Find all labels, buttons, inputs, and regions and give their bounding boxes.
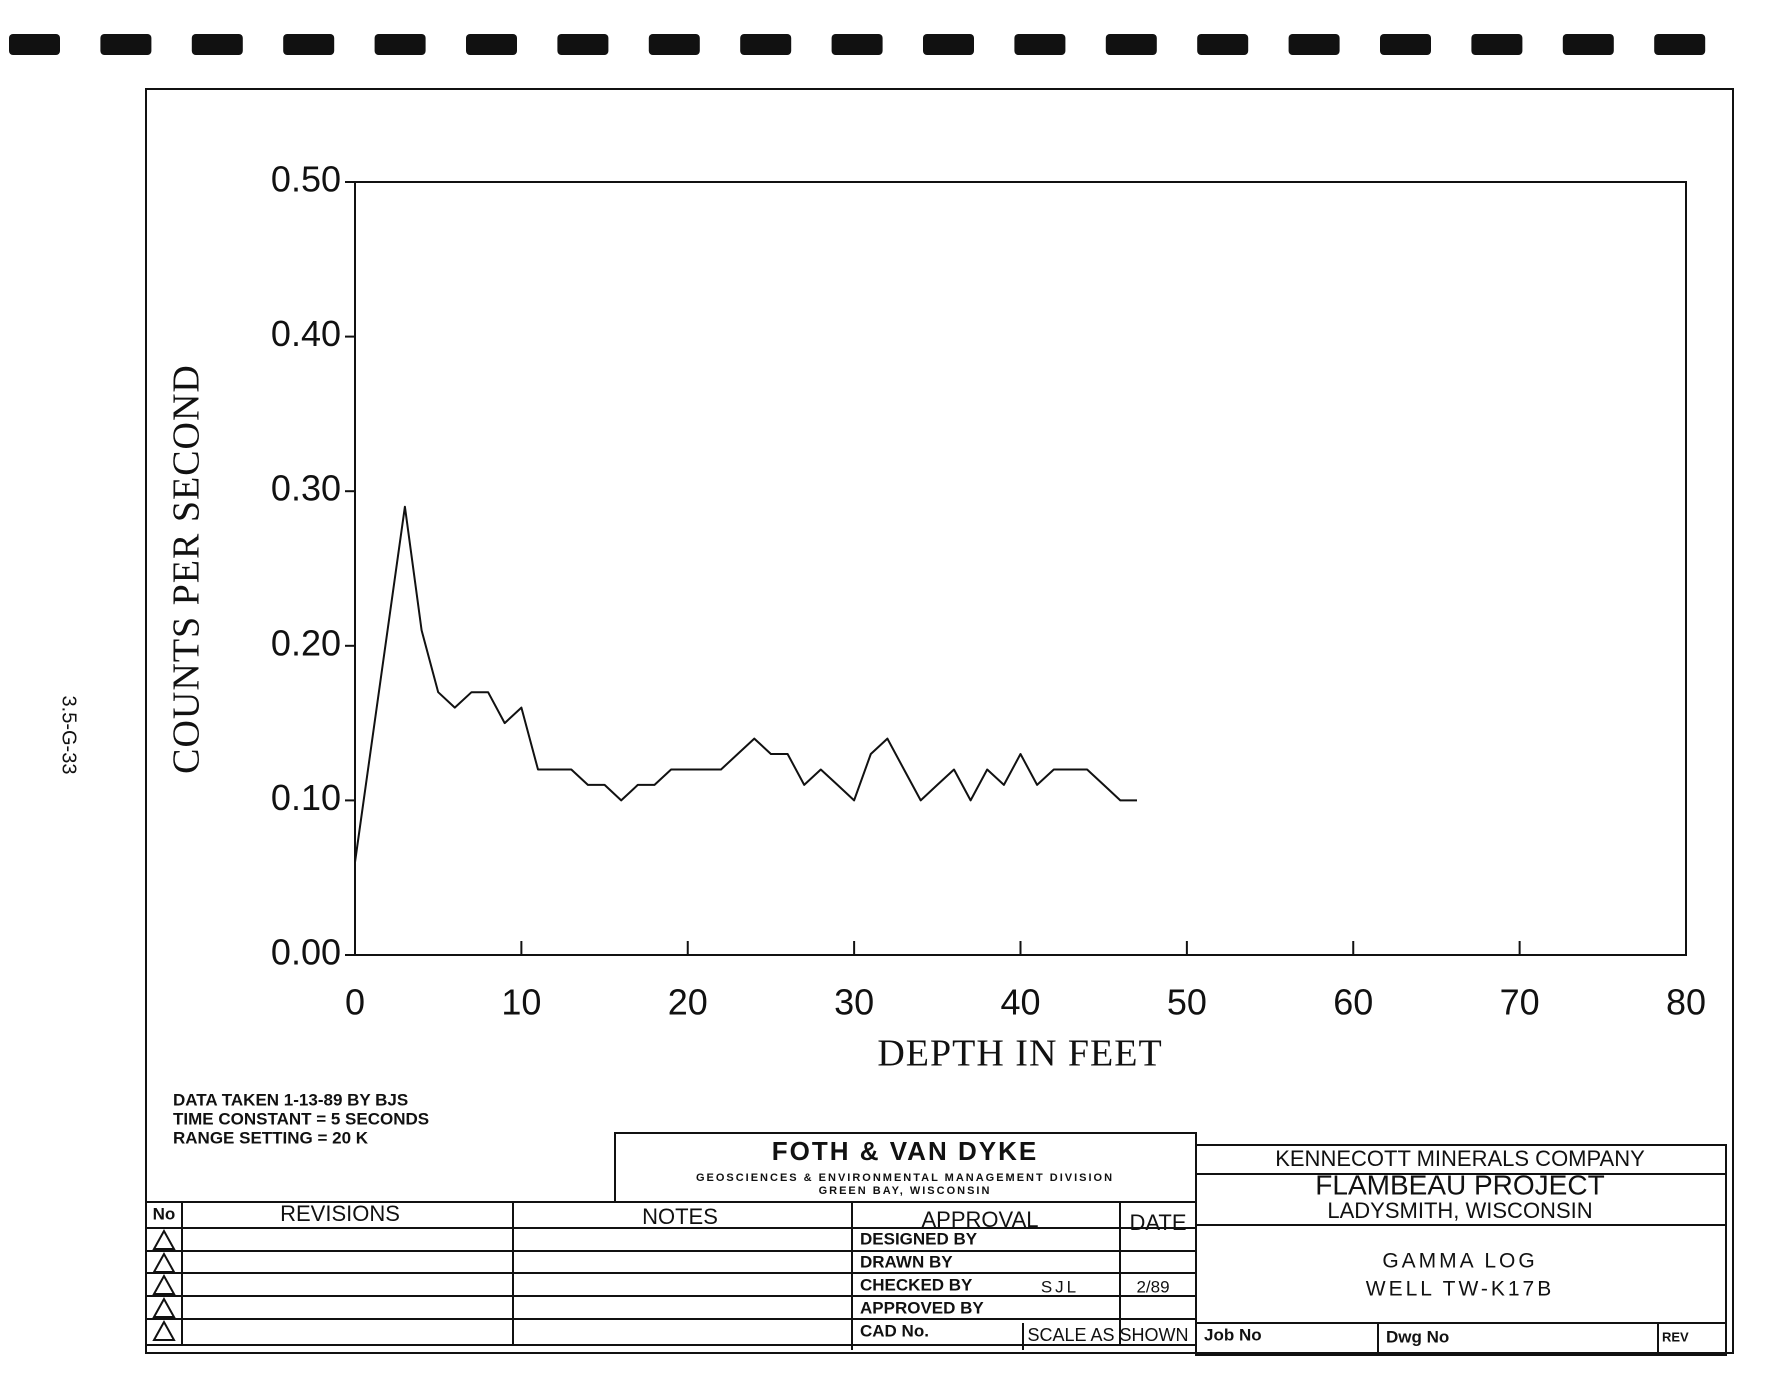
- punch-mark: [374, 34, 426, 55]
- y-axis-title: COUNTS PER SECOND: [166, 364, 208, 774]
- approval-label: APPROVED BY: [860, 1298, 984, 1317]
- revision-triangle: [152, 1319, 176, 1341]
- drawn-by: SJL: [1041, 1277, 1079, 1296]
- drawing-title: WELL TW-K17B: [1366, 1278, 1555, 1301]
- punch-mark: [466, 34, 517, 55]
- project-location: LADYSMITH, WISCONSIN: [1327, 1198, 1592, 1223]
- title-block: [145, 1132, 1727, 1356]
- approval-label: DESIGNED BY: [860, 1229, 978, 1248]
- division: GEOSCIENCES & ENVIRONMENTAL MANAGEMENT D…: [696, 1172, 1114, 1184]
- border: [145, 88, 1734, 1354]
- job-no: Job No: [1204, 1325, 1262, 1344]
- punch-mark: [9, 34, 60, 55]
- y-tick-label: 0.40: [271, 313, 341, 354]
- revision-triangle: [152, 1296, 176, 1318]
- y-tick-label: 0.20: [271, 622, 341, 663]
- date: 2/89: [1136, 1277, 1169, 1296]
- y-tick-label: 0.30: [271, 468, 341, 509]
- note: TIME CONSTANT = 5 SECONDS: [173, 1109, 429, 1128]
- x-axis-title: DEPTH IN FEET: [877, 1033, 1162, 1075]
- x-tick-label: 60: [1333, 982, 1373, 1023]
- punch-mark: [100, 34, 152, 55]
- x-tick-label: 40: [1000, 982, 1040, 1023]
- punch-mark: [1105, 34, 1157, 55]
- page-label: 3.5-G-33: [58, 696, 80, 775]
- drawing-title: GAMMA LOG: [1382, 1250, 1537, 1273]
- x-tick-label: 20: [668, 982, 708, 1023]
- revision-triangle: [152, 1251, 176, 1273]
- approval-label: DRAWN BY: [860, 1252, 953, 1271]
- header: NOTES: [642, 1204, 718, 1229]
- data-line: [354, 505, 1137, 863]
- rev: REV: [1662, 1329, 1689, 1344]
- header: DATE: [1129, 1210, 1186, 1235]
- punch-mark: [1014, 34, 1066, 55]
- project: FLAMBEAU PROJECT: [1315, 1169, 1604, 1200]
- client: KENNECOTT MINERALS COMPANY: [1275, 1146, 1645, 1171]
- revision-triangle: [152, 1273, 176, 1295]
- punch-mark: [283, 34, 335, 55]
- header: APPROVAL: [922, 1207, 1039, 1232]
- x-tick-label: 80: [1666, 982, 1706, 1023]
- y-tick-label: 0.10: [271, 777, 341, 818]
- plot-frame: [354, 181, 1687, 956]
- revision-triangle: [152, 1228, 176, 1250]
- punch-mark: [1288, 34, 1340, 55]
- header: No: [153, 1204, 176, 1223]
- firm: FOTH & VAN DYKE: [772, 1136, 1038, 1166]
- firm-location: GREEN BAY, WISCONSIN: [819, 1185, 992, 1197]
- approval-label: CAD No.: [860, 1321, 929, 1340]
- punch-mark: [740, 34, 792, 55]
- note: RANGE SETTING = 20 K: [173, 1128, 369, 1147]
- punch-mark: [831, 34, 883, 55]
- dwg-no: Dwg No: [1386, 1327, 1449, 1346]
- punch-mark: [1654, 34, 1706, 55]
- punch-marks: [9, 34, 1706, 55]
- x-tick-label: 10: [501, 982, 541, 1023]
- header: REVISIONS: [280, 1201, 400, 1226]
- y-tick-label: 0.00: [271, 932, 341, 973]
- x-tick-label: 50: [1167, 982, 1207, 1023]
- punch-mark: [191, 34, 243, 55]
- y-tick-label: 0.50: [271, 159, 341, 200]
- punch-mark: [923, 34, 974, 55]
- note: DATA TAKEN 1-13-89 BY BJS: [173, 1090, 408, 1109]
- punch-mark: [1562, 34, 1614, 55]
- punch-mark: [557, 34, 609, 55]
- punch-mark: [1380, 34, 1431, 55]
- x-tick-label: 70: [1500, 982, 1540, 1023]
- approval-label: CHECKED BY: [860, 1275, 973, 1294]
- scale: SCALE AS SHOWN: [1027, 1325, 1188, 1345]
- x-tick-label: 30: [834, 982, 874, 1023]
- x-tick-label: 0: [345, 982, 365, 1023]
- punch-mark: [1471, 34, 1523, 55]
- punch-mark: [648, 34, 700, 55]
- punch-mark: [1197, 34, 1249, 55]
